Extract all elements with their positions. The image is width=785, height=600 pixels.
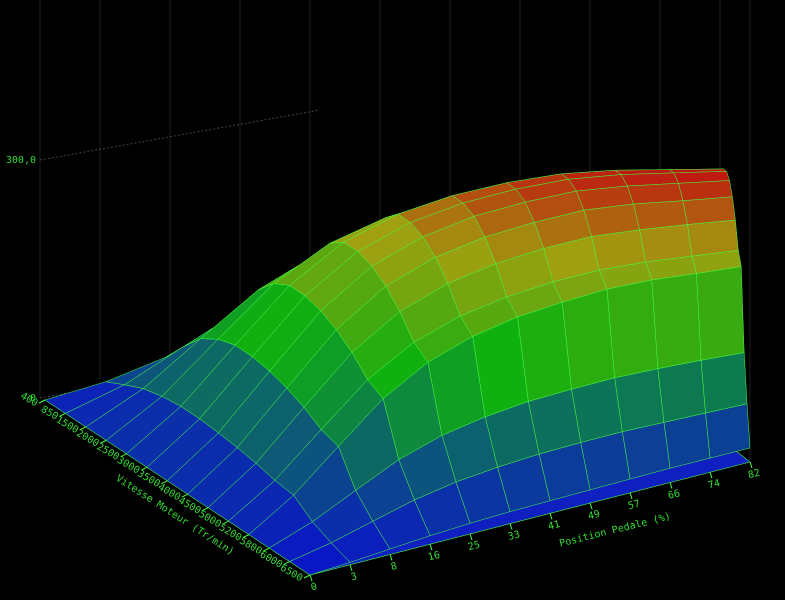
x-tick bbox=[303, 574, 311, 579]
y-tick bbox=[509, 523, 513, 530]
x-tick bbox=[38, 399, 46, 404]
surface-cell bbox=[651, 273, 702, 370]
y-tick bbox=[669, 482, 673, 489]
x-tick bbox=[120, 453, 127, 458]
y-tick bbox=[629, 492, 633, 499]
y-tick bbox=[429, 544, 433, 551]
surface-cell bbox=[614, 368, 665, 433]
surface-cell bbox=[606, 279, 659, 379]
y-tick-label: 3 bbox=[350, 571, 359, 583]
y-tick-label: 8 bbox=[390, 561, 399, 573]
y-tick-label: 74 bbox=[707, 478, 721, 492]
z-grid-line bbox=[39, 109, 321, 161]
y-tick bbox=[749, 461, 753, 469]
x-tick bbox=[242, 534, 250, 539]
y-tick-label: 82 bbox=[747, 468, 761, 482]
x-tick bbox=[283, 561, 290, 565]
y-tick bbox=[469, 533, 473, 541]
surface-cell bbox=[626, 183, 684, 205]
y-tick-label: 16 bbox=[427, 550, 441, 564]
y-tick-label: 25 bbox=[467, 540, 481, 554]
y-tick bbox=[709, 472, 713, 479]
surface-cell bbox=[687, 219, 739, 257]
y-tick bbox=[389, 554, 393, 561]
surface-cell bbox=[700, 352, 748, 414]
x-tick bbox=[99, 439, 107, 444]
z-tick-label: 300,0 bbox=[6, 155, 36, 166]
y-tick bbox=[349, 564, 353, 571]
y-tick-label: 0 bbox=[310, 581, 319, 593]
y-tick bbox=[549, 513, 553, 520]
surface-cell bbox=[696, 266, 745, 361]
y-tick-label: 66 bbox=[667, 488, 681, 502]
x-tick bbox=[201, 507, 209, 512]
x-tick bbox=[263, 547, 270, 552]
surface-cell bbox=[682, 196, 736, 225]
x-tick bbox=[79, 426, 86, 431]
surface-cell bbox=[289, 542, 351, 576]
y-tick bbox=[589, 502, 593, 510]
surface-cell bbox=[663, 412, 711, 469]
z-tick-label: 0 bbox=[30, 393, 36, 404]
x-tick bbox=[59, 413, 66, 417]
x-tick bbox=[161, 480, 168, 485]
y-tick-label: 41 bbox=[547, 519, 561, 533]
x-tick bbox=[222, 520, 229, 525]
y-tick-label: 49 bbox=[587, 509, 601, 523]
x-tick bbox=[140, 466, 148, 471]
y-tick bbox=[309, 574, 313, 582]
surface-cell bbox=[639, 224, 693, 263]
x-tick bbox=[181, 493, 188, 498]
surface-cell bbox=[657, 360, 706, 423]
y-tick-label: 57 bbox=[627, 499, 641, 513]
y-tick-label: 33 bbox=[507, 529, 521, 543]
